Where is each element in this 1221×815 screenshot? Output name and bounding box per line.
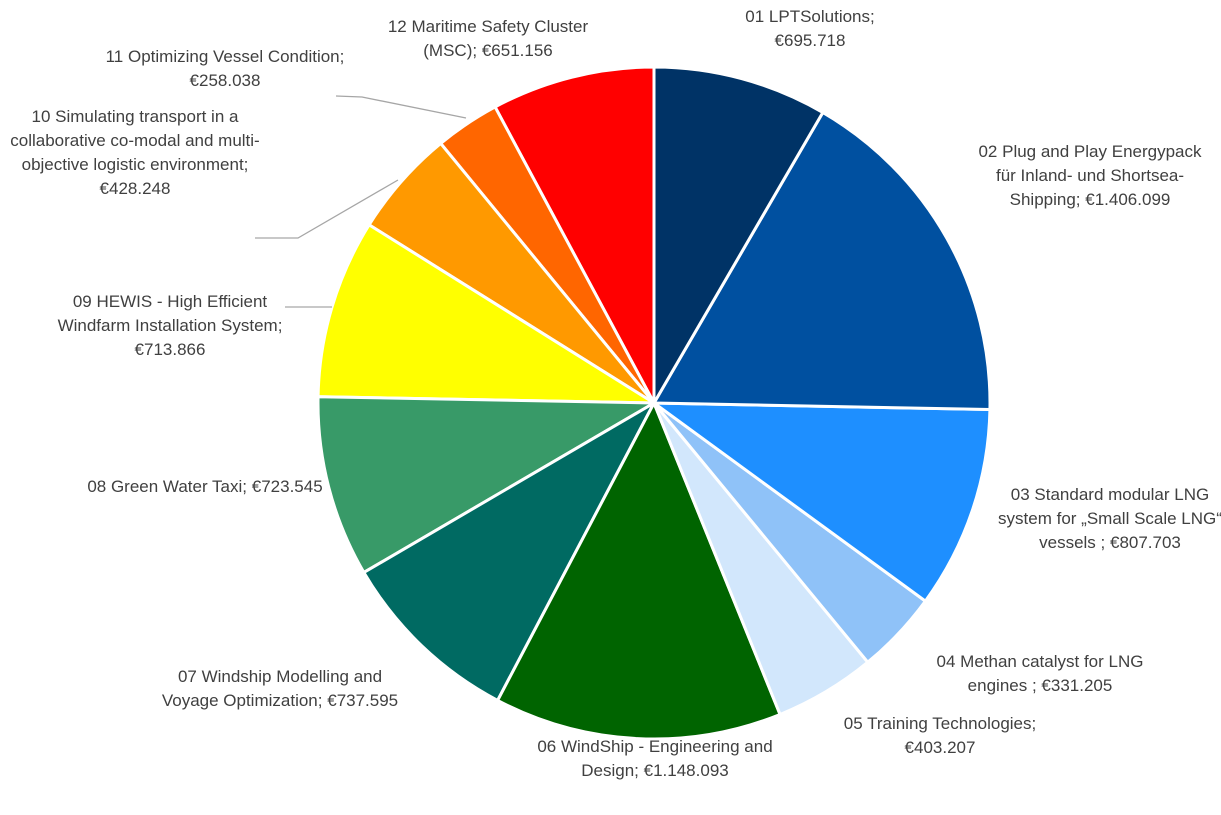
pie-slice bbox=[495, 399, 783, 741]
data-label: 08 Green Water Taxi; €723.545 bbox=[85, 475, 325, 499]
pie-slice bbox=[651, 110, 992, 412]
category-label: 03 Standard modular LNG system for „Smal… bbox=[998, 485, 1221, 552]
value-label: €713.866 bbox=[134, 340, 206, 359]
value-label: €428.248 bbox=[99, 179, 171, 198]
data-label: 03 Standard modular LNG system for „Smal… bbox=[995, 483, 1221, 555]
pie-slice bbox=[649, 401, 992, 604]
data-label: 09 HEWIS - High Efficient Windfarm Insta… bbox=[40, 290, 300, 362]
leader-lines bbox=[255, 95, 467, 308]
category-label: 11 Optimizing Vessel Condition; bbox=[105, 47, 345, 66]
data-label: 05 Training Technologies; €403.207 bbox=[840, 712, 1040, 760]
category-label: 04 Methan catalyst for LNG engines ; bbox=[936, 652, 1144, 695]
data-label: 07 Windship Modelling and Voyage Optimiz… bbox=[150, 665, 410, 713]
data-label: 11 Optimizing Vessel Condition; €258.038 bbox=[105, 45, 345, 93]
data-label: 04 Methan catalyst for LNG engines ; €33… bbox=[915, 650, 1165, 698]
value-label: €258.038 bbox=[189, 71, 261, 90]
value-label: €1.406.099 bbox=[1085, 190, 1171, 209]
data-label: 10 Simulating transport in a collaborati… bbox=[3, 105, 268, 201]
pie-slice bbox=[316, 395, 660, 575]
pie-slice bbox=[493, 65, 656, 404]
data-label: 12 Maritime Safety Cluster (MSC); €651.1… bbox=[368, 15, 608, 63]
category-label: 01 LPTSolutions; bbox=[745, 7, 875, 26]
value-label: €807.703 bbox=[1109, 533, 1181, 552]
pie-slice bbox=[652, 65, 825, 409]
category-label: 10 Simulating transport in a collaborati… bbox=[10, 107, 260, 174]
value-label: €331.205 bbox=[1041, 676, 1113, 695]
category-label: 06 WindShip - Engineering and Design; bbox=[537, 737, 773, 780]
value-label: €695.718 bbox=[774, 31, 846, 50]
value-label: €723.545 bbox=[251, 477, 323, 496]
category-label: 09 HEWIS - High Efficient Windfarm Insta… bbox=[57, 292, 283, 335]
value-label: €403.207 bbox=[904, 738, 976, 757]
category-label: 12 Maritime Safety Cluster (MSC); bbox=[387, 17, 589, 60]
data-label: 01 LPTSolutions; €695.718 bbox=[710, 5, 910, 53]
value-label: €1.148.093 bbox=[643, 761, 729, 780]
category-label: 07 Windship Modelling and Voyage Optimiz… bbox=[161, 667, 383, 710]
data-label: 02 Plug and Play Energypack für Inland- … bbox=[973, 140, 1208, 212]
value-label: €651.156 bbox=[481, 41, 553, 60]
data-label: 06 WindShip - Engineering and Design; €1… bbox=[535, 735, 775, 783]
value-label: €737.595 bbox=[327, 691, 399, 710]
category-label: 08 Green Water Taxi; bbox=[87, 477, 248, 496]
pie-slice bbox=[361, 399, 658, 703]
leader-line bbox=[335, 95, 467, 119]
category-label: 02 Plug and Play Energypack für Inland- … bbox=[978, 142, 1202, 209]
category-label: 05 Training Technologies; bbox=[843, 714, 1037, 733]
leader-line bbox=[255, 179, 399, 239]
